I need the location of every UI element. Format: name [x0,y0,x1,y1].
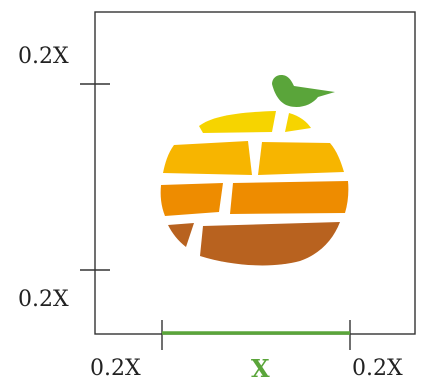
logo-band-3-right [230,181,349,214]
logo-band-4-left [168,223,194,247]
logo-band-2-left [163,141,252,175]
logo-band-2-right [258,142,344,175]
bottom-first-label: 0.2X [90,356,141,381]
top-left-label: 0.2X [18,44,69,69]
bottom-right-label: 0.2X [352,356,403,381]
orange-brick-logo [160,74,349,266]
bird-icon [272,74,335,107]
bottom-left-label: 0.2X [18,287,69,312]
clearspace-frame [94,11,416,335]
logo-band-1-left [199,111,276,133]
bottom-center-label: X [251,354,270,383]
logo-band-3-left [160,183,223,216]
logo-band-1-right [285,113,311,132]
logo-band-4-right [200,222,340,266]
